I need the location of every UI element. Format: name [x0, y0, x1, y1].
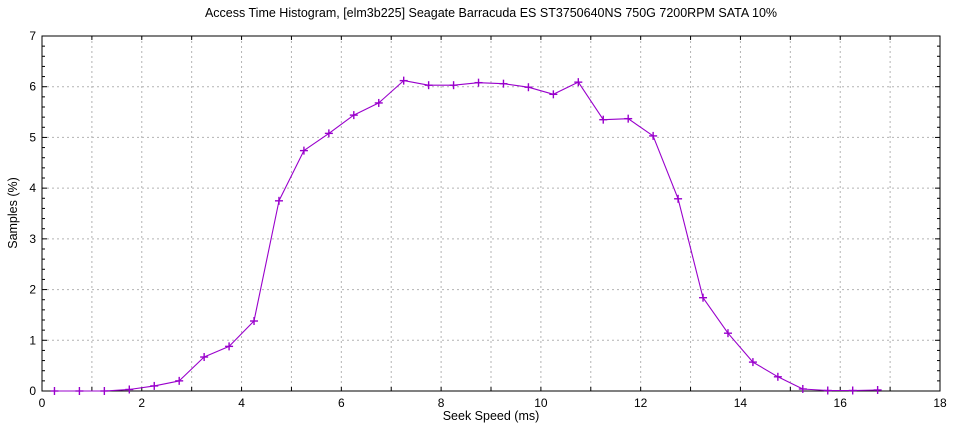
y-tick-label: 5 [29, 130, 36, 144]
data-point-markers [50, 76, 882, 395]
chart-title: Access Time Histogram, [elm3b225] Seagat… [204, 6, 778, 20]
x-tick-label: 14 [734, 396, 748, 410]
x-tick-label: 10 [534, 396, 548, 410]
x-tick-label: 2 [138, 396, 145, 410]
y-tick-label: 3 [29, 232, 36, 246]
x-tick-label: 12 [634, 396, 648, 410]
series-line [54, 80, 878, 392]
axis-ticks [41, 35, 941, 392]
y-tick-label: 2 [29, 283, 36, 297]
y-tick-label: 6 [29, 80, 36, 94]
x-tick-label: 6 [338, 396, 345, 410]
x-axis-label: Seek Speed (ms) [442, 409, 540, 423]
grid-lines [42, 36, 940, 391]
x-tick-label: 16 [834, 396, 848, 410]
y-tick-label: 1 [29, 333, 36, 347]
x-tick-label: 8 [438, 396, 445, 410]
y-tick-label: 7 [29, 29, 36, 43]
x-tick-label: 18 [933, 396, 947, 410]
y-axis-label: Samples (%) [6, 177, 20, 249]
y-tick-label: 0 [29, 384, 36, 398]
x-tick-label: 0 [39, 396, 46, 410]
x-tick-labels: 0 2 4 6 8 10 12 14 16 18 [39, 396, 947, 410]
y-tick-label: 4 [29, 181, 36, 195]
x-tick-label: 4 [238, 396, 245, 410]
y-tick-labels: 0 1 2 3 4 5 6 7 [29, 29, 36, 398]
